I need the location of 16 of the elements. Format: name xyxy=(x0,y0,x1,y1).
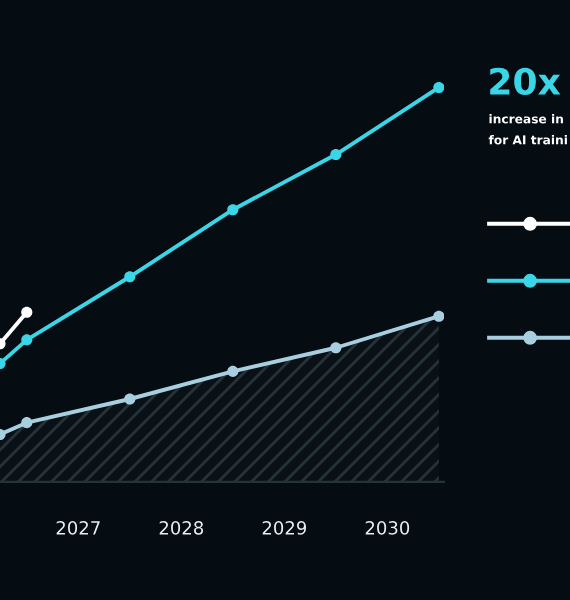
point xyxy=(227,204,239,216)
point xyxy=(124,393,136,405)
point xyxy=(330,342,342,354)
x-tick-label: 2030 xyxy=(365,521,410,535)
point xyxy=(330,148,342,161)
point xyxy=(21,417,33,429)
point xyxy=(227,365,239,377)
point xyxy=(21,334,33,346)
text: 20x xyxy=(490,67,561,95)
point xyxy=(433,310,445,322)
x-tick-label: 2029 xyxy=(262,521,307,535)
point xyxy=(433,81,445,94)
x-tick-label: 2028 xyxy=(159,521,204,535)
point xyxy=(21,306,33,318)
point xyxy=(124,271,136,283)
x-tick-label: 2027 xyxy=(56,521,100,535)
